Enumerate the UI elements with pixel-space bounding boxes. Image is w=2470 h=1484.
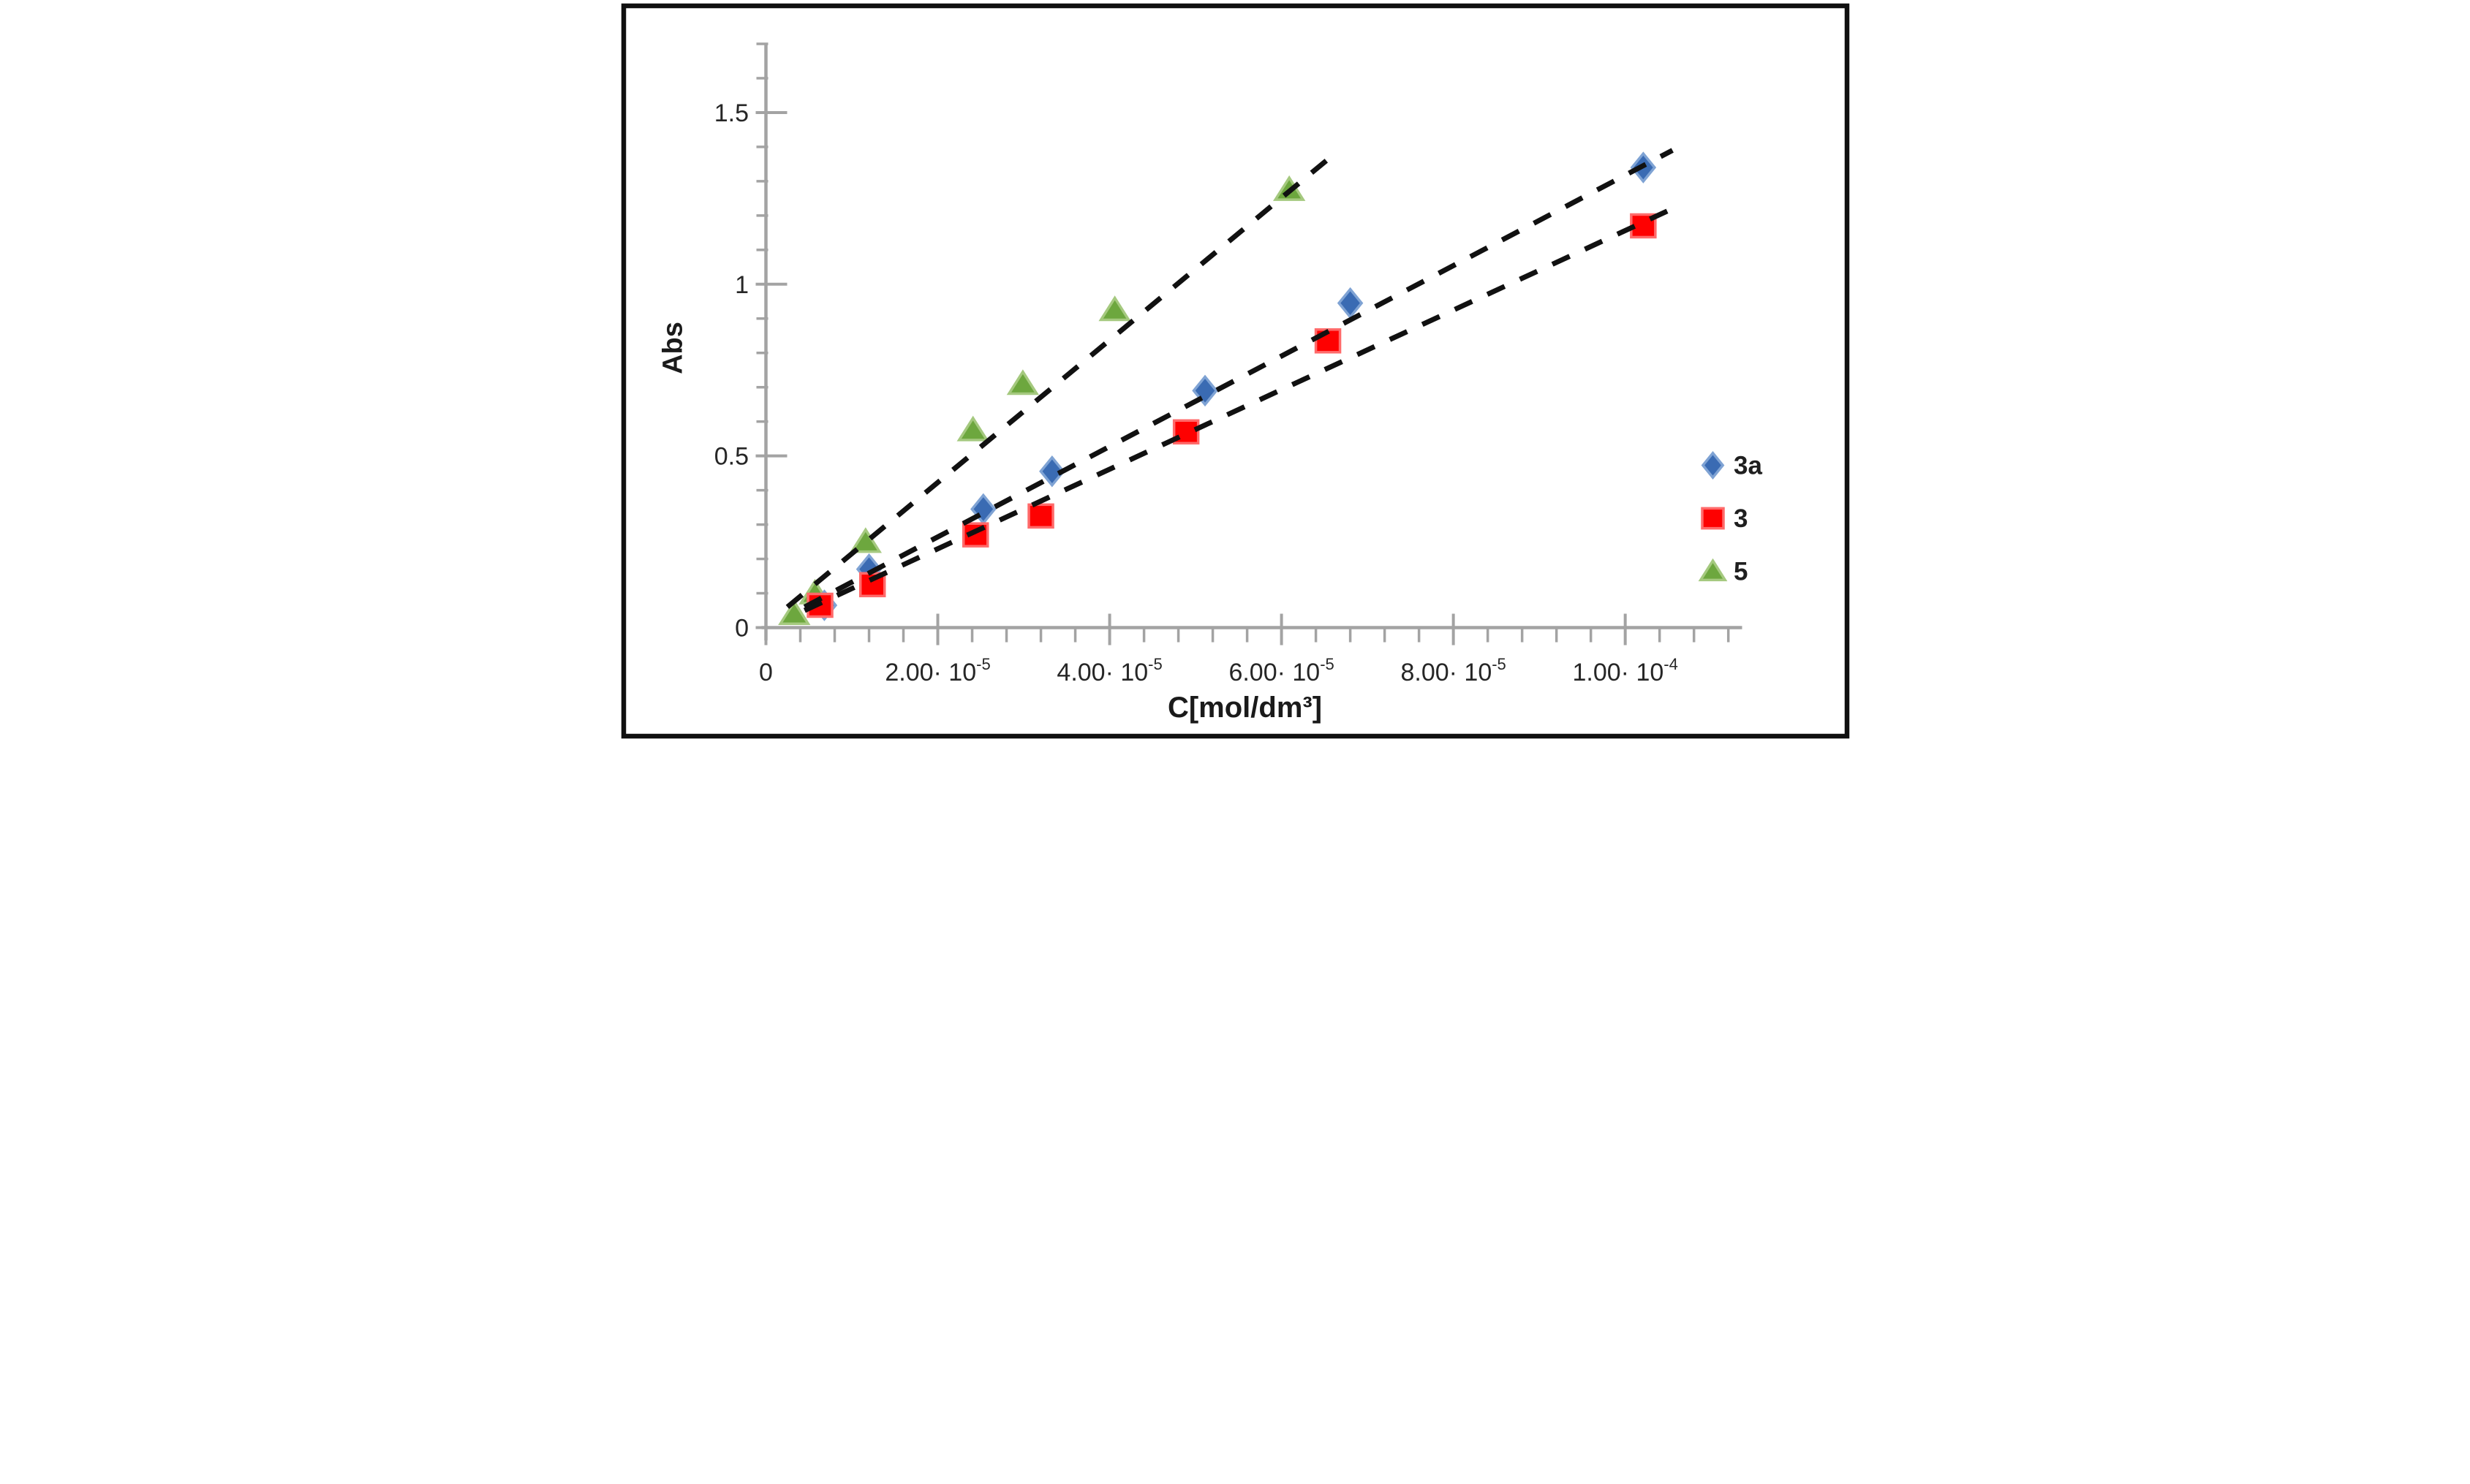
figure-border: [621, 3, 1849, 739]
y-tick-label: 0.5: [714, 443, 748, 471]
data-point-5: [1098, 295, 1131, 322]
data-point-3a: [1191, 374, 1218, 407]
legend-label-3: 3: [1734, 504, 1748, 533]
data-point-5: [1006, 369, 1039, 395]
data-point-3: [1027, 503, 1054, 529]
calibration-figure: 0 0.5 1 1.5 0 2.00· 10-5 4.00· 10-5 6.00· 10-5 8…: [617, 0, 1853, 742]
trendline-3: [803, 206, 1674, 613]
data-point-5: [956, 415, 989, 442]
legend-label-5: 5: [1734, 558, 1748, 586]
legend: 3a 3 5: [1698, 451, 1762, 586]
data-point-5: [849, 527, 882, 553]
data-point-5: [777, 599, 810, 625]
x-tick-label: 6.00· 10-5: [1228, 655, 1334, 686]
legend-item-5: 5: [1698, 558, 1748, 586]
x-tick-label: 4.00· 10-5: [1057, 655, 1162, 686]
series-5: [777, 175, 1305, 625]
legend-marker-5: [1698, 558, 1727, 582]
chart-canvas: 0 0.5 1 1.5 0 2.00· 10-5 4.00· 10-5 6.00· 10-5 8…: [617, 0, 1853, 742]
x-axis-title: C[mol/dm³]: [1167, 692, 1321, 724]
legend-item-3a: 3a: [1701, 451, 1762, 480]
data-point-3a: [1038, 455, 1065, 488]
trendline-5: [785, 155, 1332, 610]
x-tick-label: 2.00· 10-5: [885, 655, 990, 686]
axes: [755, 42, 1742, 646]
legend-label-3a: 3a: [1734, 452, 1762, 480]
legend-marker-3a: [1701, 451, 1724, 480]
figure-background: [617, 0, 1853, 742]
legend-marker-3: [1700, 507, 1725, 530]
x-tick-label: 1.00· 10-4: [1572, 655, 1677, 686]
y-axis-title: Abs: [657, 322, 688, 374]
tick-labels: 0 0.5 1 1.5 0 2.00· 10-5 4.00· 10-5 6.00· 10-5 8…: [714, 99, 1677, 686]
x-tick-label: 0: [759, 659, 773, 686]
y-tick-label: 1: [735, 271, 749, 299]
y-tick-label: 1.5: [714, 99, 748, 127]
y-tick-label: 0: [735, 615, 749, 643]
trendline-layer: [785, 148, 1674, 613]
legend-item-3: 3: [1700, 504, 1748, 533]
x-tick-label: 8.00· 10-5: [1400, 655, 1506, 686]
